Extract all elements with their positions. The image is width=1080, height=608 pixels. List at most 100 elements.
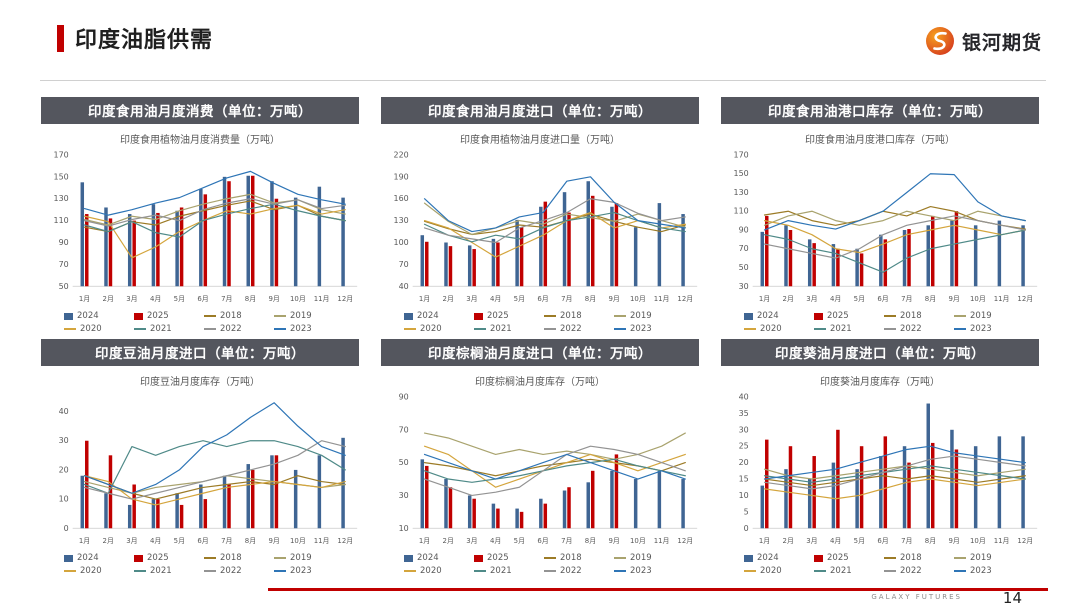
legend-swatch-2024 bbox=[64, 554, 73, 562]
chart-legend: 2024 2025 2018 2019 2020 2021 2022 2023 bbox=[404, 553, 676, 576]
svg-text:1月: 1月 bbox=[79, 295, 90, 303]
svg-text:170: 170 bbox=[734, 150, 749, 159]
svg-text:6月: 6月 bbox=[877, 537, 888, 545]
line-series-2023 bbox=[83, 170, 346, 216]
footer-brand: GALAXY FUTURES bbox=[871, 593, 962, 601]
svg-text:7月: 7月 bbox=[901, 295, 912, 303]
line-series-2020 bbox=[763, 478, 1026, 500]
svg-text:12月: 12月 bbox=[1017, 537, 1033, 545]
line-series-2021 bbox=[83, 203, 346, 238]
line-series-2022 bbox=[763, 215, 1026, 259]
svg-text:20: 20 bbox=[739, 458, 749, 467]
svg-text:1月: 1月 bbox=[759, 295, 770, 303]
legend-label: 2024 bbox=[417, 553, 439, 563]
legend-item-2021: 2021 bbox=[134, 566, 196, 576]
legend-label: 2021 bbox=[150, 566, 172, 576]
legend-label: 2022 bbox=[900, 566, 922, 576]
legend-item-2023: 2023 bbox=[274, 566, 336, 576]
legend-item-2023: 2023 bbox=[954, 324, 1016, 334]
line-series-2023 bbox=[763, 445, 1026, 480]
line-series-2021 bbox=[763, 229, 1026, 273]
legend-item-2018: 2018 bbox=[884, 553, 946, 563]
legend-item-2019: 2019 bbox=[614, 311, 676, 321]
legend-swatch-2025 bbox=[814, 312, 823, 320]
svg-text:5: 5 bbox=[744, 507, 749, 516]
legend-swatch-2025 bbox=[134, 312, 143, 320]
legend-label: 2024 bbox=[757, 553, 779, 563]
svg-text:6月: 6月 bbox=[537, 295, 548, 303]
svg-text:11月: 11月 bbox=[994, 537, 1010, 545]
svg-text:160: 160 bbox=[394, 194, 409, 203]
svg-text:10月: 10月 bbox=[290, 295, 306, 303]
svg-text:9月: 9月 bbox=[948, 295, 959, 303]
svg-text:9月: 9月 bbox=[948, 537, 959, 545]
svg-text:11月: 11月 bbox=[314, 537, 330, 545]
line-series-2022 bbox=[83, 197, 346, 227]
legend-swatch-2021 bbox=[134, 328, 146, 330]
legend-swatch-2021 bbox=[474, 328, 486, 330]
legend-swatch-2020 bbox=[744, 570, 756, 572]
chart-legend: 2024 2025 2018 2019 2020 2021 2022 2023 bbox=[404, 311, 676, 334]
svg-text:11月: 11月 bbox=[654, 537, 670, 545]
svg-text:11月: 11月 bbox=[654, 295, 670, 303]
legend-item-2022: 2022 bbox=[204, 566, 266, 576]
svg-text:7月: 7月 bbox=[901, 537, 912, 545]
legend-swatch-2025 bbox=[814, 554, 823, 562]
line-series-2022 bbox=[83, 439, 346, 500]
legend-label: 2025 bbox=[827, 311, 849, 321]
footer-rule bbox=[268, 588, 1048, 591]
y-axis-labels: 0 5 10 15 20 25 30 35 40 bbox=[739, 392, 749, 532]
legend-label: 2020 bbox=[760, 324, 782, 334]
legend-label: 2022 bbox=[900, 324, 922, 334]
chart-panel-4: 印度豆油月度进口（单位：万吨） 印度豆油月度库存（万吨） 0 10 20 30 40 1月 2月… bbox=[34, 334, 366, 576]
line-series-2019 bbox=[763, 465, 1026, 480]
header-divider bbox=[40, 80, 1046, 81]
legend-label: 2021 bbox=[490, 566, 512, 576]
legend-item-2024: 2024 bbox=[744, 553, 806, 563]
svg-text:100: 100 bbox=[394, 238, 409, 247]
svg-text:1月: 1月 bbox=[759, 537, 770, 545]
legend-label: 2025 bbox=[147, 553, 169, 563]
chart-title: 印度食用植物油月度消费量（万吨） bbox=[120, 134, 280, 146]
legend-item-2023: 2023 bbox=[954, 566, 1016, 576]
svg-text:15: 15 bbox=[739, 474, 749, 483]
svg-text:30: 30 bbox=[739, 282, 749, 291]
legend-label: 2022 bbox=[220, 324, 242, 334]
svg-text:4月: 4月 bbox=[490, 537, 501, 545]
svg-text:9月: 9月 bbox=[268, 537, 279, 545]
svg-text:40: 40 bbox=[59, 407, 69, 416]
legend-label: 2022 bbox=[560, 324, 582, 334]
svg-text:5月: 5月 bbox=[174, 295, 185, 303]
legend-swatch-2023 bbox=[614, 570, 626, 572]
svg-text:5月: 5月 bbox=[514, 537, 525, 545]
legend-item-2019: 2019 bbox=[954, 311, 1016, 321]
line-series-2021 bbox=[423, 211, 686, 243]
x-axis-labels: 1月 2月 3月 4月 5月 6月 7月 8月 9月 10月 11月 12月 bbox=[759, 295, 1033, 303]
legend-swatch-2023 bbox=[274, 570, 286, 572]
legend-label: 2024 bbox=[77, 553, 99, 563]
svg-text:130: 130 bbox=[54, 194, 69, 203]
chart-panel-5: 印度棕榈油月度进口（单位：万吨） 印度棕榈油月度库存（万吨） 10 30 50 70 90 1… bbox=[374, 334, 706, 576]
svg-text:6月: 6月 bbox=[877, 295, 888, 303]
svg-text:8月: 8月 bbox=[245, 537, 256, 545]
legend-swatch-2025 bbox=[474, 312, 483, 320]
legend-item-2025: 2025 bbox=[134, 311, 196, 321]
svg-text:90: 90 bbox=[739, 225, 749, 234]
legend-item-2021: 2021 bbox=[474, 566, 536, 576]
legend-item-2018: 2018 bbox=[204, 553, 266, 563]
line-series-2023 bbox=[423, 176, 686, 233]
legend-item-2024: 2024 bbox=[404, 311, 466, 321]
legend-item-2020: 2020 bbox=[744, 324, 806, 334]
line-series-2023 bbox=[83, 402, 346, 494]
legend-item-2022: 2022 bbox=[884, 566, 946, 576]
svg-text:10月: 10月 bbox=[630, 537, 646, 545]
svg-text:8月: 8月 bbox=[925, 537, 936, 545]
line-series-2022 bbox=[763, 455, 1026, 490]
legend-swatch-2019 bbox=[274, 315, 286, 317]
legend-item-2025: 2025 bbox=[814, 553, 876, 563]
svg-text:7月: 7月 bbox=[561, 537, 572, 545]
svg-text:130: 130 bbox=[734, 188, 749, 197]
legend-swatch-2018 bbox=[544, 315, 556, 317]
line-series-2023 bbox=[423, 453, 686, 480]
